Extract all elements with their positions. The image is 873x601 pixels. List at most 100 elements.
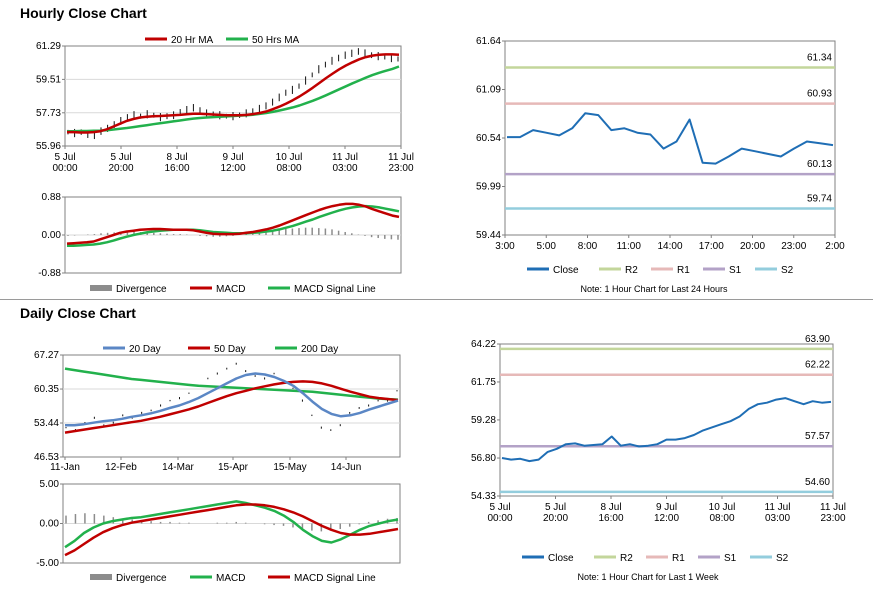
hourly-price-xtick-label-2-line-2: 20:00 — [108, 163, 133, 174]
hourly-pivot-xtick-label-3: 8:00 — [578, 241, 598, 252]
hourly-20hr-ma-line — [67, 53, 400, 134]
hourly-pivot-r1-level-label: 60.93 — [807, 89, 832, 100]
daily-price-xtick-label-6: 14-Jun — [331, 462, 362, 473]
hourly-pivot-xtick-label-7: 20:00 — [740, 241, 765, 252]
weekly-pivot-xtick-label-7-line-2: 23:00 — [820, 513, 845, 524]
hourly-price-ytick-label-4: 55.96 — [36, 141, 61, 152]
hourly-pivot-s2-level-label: 59.74 — [807, 194, 832, 205]
hourly-price-xtick-label-6-line-1: 11 Jul — [332, 152, 358, 163]
hourly-pivot-s1-level-label: 60.13 — [807, 159, 832, 170]
daily-macd-ytick-label-3: -5.00 — [36, 558, 59, 569]
daily-section-title: Daily Close Chart — [20, 305, 136, 321]
hourly-macd-legend-signal-label: MACD Signal Line — [294, 284, 376, 295]
hourly-legend-50hrs-ma-label: 50 Hrs MA — [252, 35, 300, 46]
weekly-pivot-xtick-label-6-line-2: 03:00 — [765, 513, 790, 524]
weekly-pivot-xtick-label-5-line-1: 10 Jul — [709, 502, 736, 513]
daily-legend-50day-label: 50 Day — [214, 344, 246, 355]
hourly-pivot-r2-level-label: 61.34 — [807, 52, 832, 63]
weekly-pivot-legend-r2-label: R2 — [620, 553, 633, 564]
daily-price-xtick-label-2: 12-Feb — [105, 462, 137, 473]
hourly-pivot-legend-s1-label: S1 — [729, 265, 742, 276]
weekly-pivot-xtick-label-2-line-1: 5 Jul — [545, 502, 566, 513]
weekly-pivot-xtick-label-4-line-1: 9 Jul — [656, 502, 677, 513]
weekly-pivot-xtick-label-3-line-2: 16:00 — [598, 513, 623, 524]
hourly-pivot-legend-s2-label: S2 — [781, 265, 794, 276]
hourly-price-xtick-label-7-line-2: 23:00 — [388, 163, 413, 174]
weekly-pivot-xtick-label-3-line-1: 8 Jul — [600, 502, 621, 513]
hourly-macd-line — [66, 202, 400, 245]
daily-price-ytick-label-3: 53.44 — [34, 418, 59, 429]
weekly-pivot-legend-s1-label: S1 — [724, 553, 737, 564]
daily-price-ytick-label-1: 67.27 — [34, 350, 59, 361]
weekly-pivot-xtick-label-2-line-2: 20:00 — [543, 513, 568, 524]
hourly-pivot-ytick-label-3: 60.54 — [476, 133, 501, 144]
daily-20day-line — [65, 372, 399, 427]
weekly-pivot-note: Note: 1 Hour Chart for Last 1 Week — [578, 572, 719, 582]
hourly-pivot-plot-area — [504, 40, 836, 236]
weekly-pivot-xtick-label-4-line-2: 12:00 — [654, 513, 679, 524]
hourly-pivot-note: Note: 1 Hour Chart for Last 24 Hours — [580, 284, 728, 294]
daily-macd-legend-signal-label: MACD Signal Line — [294, 573, 376, 584]
hourly-price-xtick-label-4-line-1: 9 Jul — [222, 152, 243, 163]
daily-200day-line — [64, 367, 399, 401]
hourly-pivot-xtick-label-9: 2:00 — [825, 241, 845, 252]
weekly-pivot-s2-level-label: 54.60 — [805, 477, 830, 488]
weekly-pivot-close-line — [501, 397, 832, 463]
daily-macd-legend-divergence-swatch — [90, 574, 112, 580]
hourly-price-ytick-label-3: 57.73 — [36, 108, 61, 119]
daily-macd-line — [64, 500, 399, 549]
hourly-price-xtick-label-4-line-2: 12:00 — [220, 163, 245, 174]
weekly-pivot-xtick-label-6-line-1: 11 Jul — [765, 502, 791, 513]
daily-50day-line — [64, 380, 399, 434]
weekly-pivot-legend-s2-label: S2 — [776, 553, 789, 564]
hourly-price-ytick-label-2: 59.51 — [36, 74, 61, 85]
daily-price-xtick-label-4: 15-Apr — [218, 462, 249, 473]
weekly-pivot-legend-close-label: Close — [548, 553, 574, 564]
weekly-pivot-ytick-label-5: 54.33 — [471, 491, 496, 502]
daily-macd-legend-divergence-label: Divergence — [116, 573, 167, 584]
hourly-pivot-xtick-label-8: 23:00 — [781, 241, 806, 252]
section-divider — [0, 299, 873, 300]
hourly-price-ytick-label-1: 61.29 — [36, 41, 61, 52]
weekly-pivot-xtick-label-1-line-1: 5 Jul — [489, 502, 510, 513]
daily-price-xtick-label-3: 14-Mar — [162, 462, 194, 473]
daily-price-xtick-label-1: 11-Jan — [50, 462, 80, 473]
daily-price-ytick-label-2: 60.35 — [34, 384, 59, 395]
daily-legend-20day-label: 20 Day — [129, 344, 161, 355]
hourly-price-xtick-label-1-line-2: 00:00 — [52, 163, 77, 174]
daily-macd-legend-macd-label: MACD — [216, 573, 245, 584]
hourly-price-xtick-label-6-line-2: 03:00 — [332, 163, 357, 174]
weekly-pivot-s1-level-label: 57.57 — [805, 431, 830, 442]
weekly-pivot-xtick-label-7-line-1: 11 Jul — [820, 502, 846, 513]
hourly-pivot-xtick-label-4: 11:00 — [617, 241, 642, 252]
hourly-pivot-ytick-label-1: 61.64 — [476, 36, 501, 47]
weekly-pivot-ytick-label-1: 64.22 — [471, 339, 496, 350]
daily-macd-signal-line — [64, 503, 399, 557]
hourly-pivot-xtick-label-5: 14:00 — [657, 241, 682, 252]
hourly-pivot-ytick-label-2: 61.09 — [476, 85, 501, 96]
hourly-price-xtick-label-1-line-1: 5 Jul — [54, 152, 75, 163]
hourly-macd-legend-macd-label: MACD — [216, 284, 245, 295]
weekly-pivot-xtick-label-1-line-2: 00:00 — [487, 513, 512, 524]
hourly-macd-ytick-label-3: -0.88 — [38, 268, 61, 279]
hourly-macd-ytick-label-1: 0.88 — [42, 192, 62, 203]
weekly-pivot-r1-level-label: 62.22 — [805, 360, 830, 371]
weekly-pivot-ytick-label-4: 56.80 — [471, 453, 496, 464]
hourly-pivot-legend-r1-label: R1 — [677, 265, 690, 276]
hourly-price-plot-area — [64, 45, 402, 147]
daily-price-ytick-label-4: 46.53 — [34, 452, 59, 463]
hourly-macd-ytick-label-2: 0.00 — [42, 230, 62, 241]
hourly-legend-20hr-ma-label: 20 Hr MA — [171, 35, 214, 46]
daily-price-plot-area — [62, 354, 401, 458]
hourly-pivot-ytick-label-5: 59.44 — [476, 230, 501, 241]
hourly-macd-legend-divergence-label: Divergence — [116, 284, 167, 295]
hourly-price-xtick-label-3-line-1: 8 Jul — [166, 152, 187, 163]
hourly-pivot-ytick-label-4: 59.99 — [476, 182, 501, 193]
hourly-price-xtick-label-5-line-1: 10 Jul — [276, 152, 303, 163]
weekly-pivot-r2-level-label: 63.90 — [805, 334, 830, 345]
weekly-pivot-xtick-label-5-line-2: 08:00 — [709, 513, 734, 524]
weekly-pivot-ytick-label-2: 61.75 — [471, 377, 496, 388]
hourly-macd-legend-divergence-swatch — [90, 285, 112, 291]
daily-legend-200day-label: 200 Day — [301, 344, 338, 355]
